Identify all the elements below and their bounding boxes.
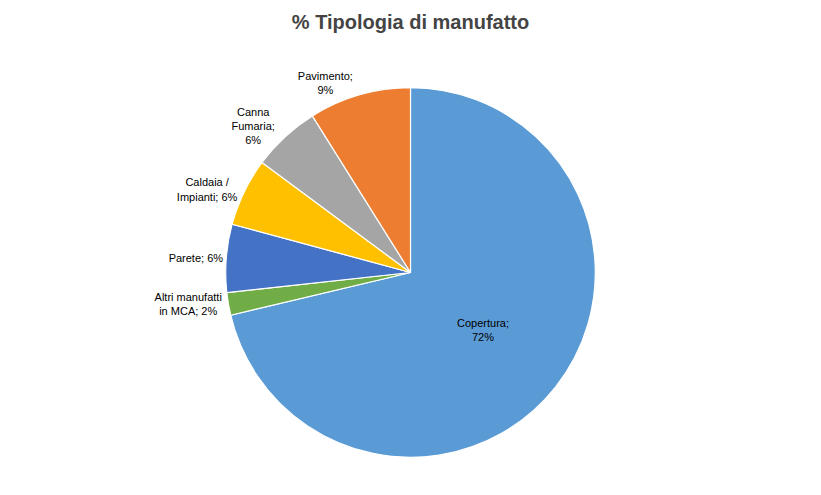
svg-text:% Tipologia di manufatto: % Tipologia di manufatto	[292, 11, 529, 33]
svg-text:Altri manufattiin MCA; 2%: Altri manufattiin MCA; 2%	[155, 291, 222, 317]
svg-text:Caldaia /Impianti; 6%: Caldaia /Impianti; 6%	[177, 176, 238, 202]
svg-text:Copertura;72%: Copertura;72%	[457, 317, 509, 343]
svg-text:CannaFumaria;6%: CannaFumaria;6%	[231, 106, 274, 147]
svg-text:Pavimento;9%: Pavimento;9%	[298, 70, 353, 96]
svg-text:Parete; 6%: Parete; 6%	[169, 252, 224, 264]
